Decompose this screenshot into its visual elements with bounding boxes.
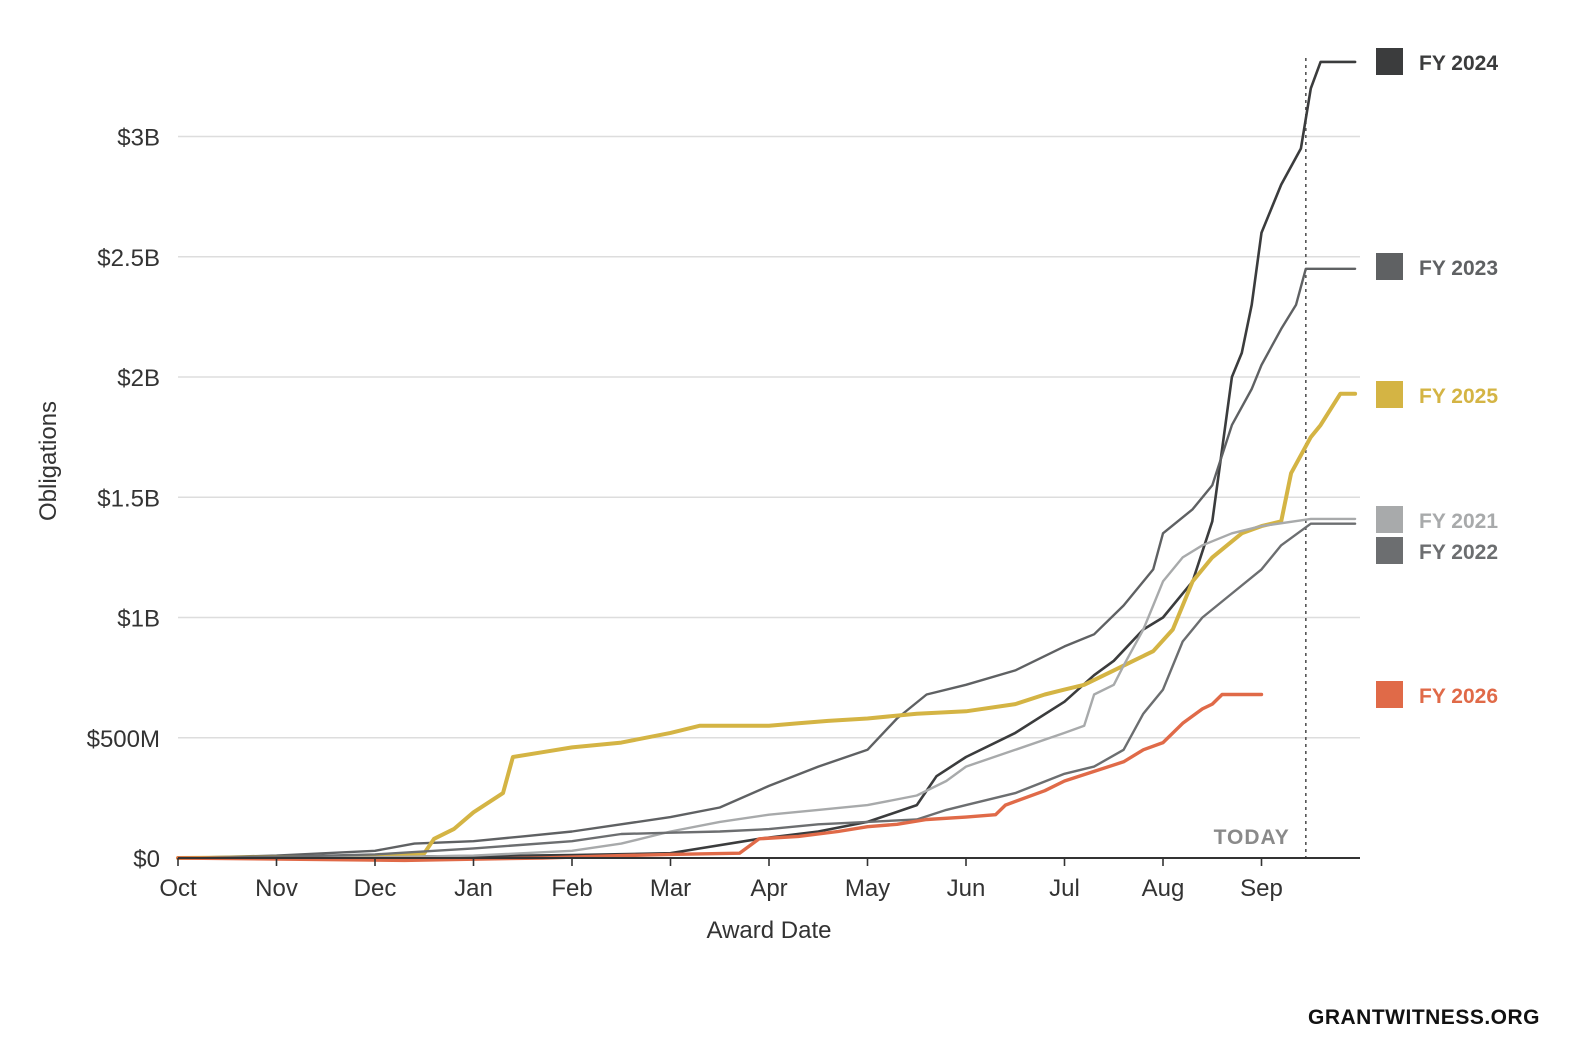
legend-swatch-fy-2023: [1376, 253, 1403, 280]
y-tick-label-2: $1B: [117, 606, 160, 633]
y-axis-title: Obligations: [35, 401, 62, 521]
x-tick-label-9: Jul: [1049, 875, 1080, 902]
footer-brand: GRANTWITNESS.ORG: [1308, 1006, 1540, 1029]
series-line-fy-2024: [176, 60, 1357, 860]
y-tick-label-5: $2.5B: [97, 245, 160, 272]
x-tick-label-8: Jun: [947, 875, 986, 902]
y-tick-labels: $0 $500M $1B $1.5B $2B $2.5B $3B: [87, 125, 160, 874]
series-line-fy-2025: [176, 391, 1358, 860]
x-tick-labels: Oct Nov Dec Jan Feb Mar Apr May Jun Jul Aug Sep: [159, 858, 1283, 902]
y-tick-label-6: $3B: [117, 125, 160, 152]
x-axis-title: Award Date: [707, 917, 832, 944]
x-tick-label-6: Apr: [750, 875, 787, 902]
y-tick-label-4: $2B: [117, 365, 160, 392]
legend-label-fy-2024: FY 2024: [1419, 52, 1498, 75]
today-label: TODAY: [1214, 826, 1290, 849]
legend-swatch-fy-2025: [1376, 381, 1403, 408]
legend-swatch-fy-2024: [1376, 48, 1403, 75]
series-line-fy-2026: [176, 692, 1264, 863]
legend-label-fy-2026: FY 2026: [1419, 685, 1498, 708]
legend-swatch-fy-2026: [1376, 681, 1403, 708]
series-line-fy-2022: [176, 522, 1357, 860]
x-tick-label-7: May: [845, 875, 890, 902]
series-line-fy-2023: [176, 267, 1357, 860]
today-marker: TODAY: [1214, 58, 1307, 858]
legend-label-fy-2022: FY 2022: [1419, 541, 1498, 564]
x-tick-label-3: Jan: [454, 875, 493, 902]
legend-label-fy-2021: FY 2021: [1419, 510, 1498, 533]
x-tick-label-11: Sep: [1240, 875, 1283, 902]
legend-label-fy-2025: FY 2025: [1419, 385, 1498, 408]
x-tick-label-2: Dec: [354, 875, 397, 902]
legend-label-fy-2023: FY 2023: [1419, 257, 1498, 280]
y-tick-label-3: $1.5B: [97, 485, 160, 512]
x-tick-label-10: Aug: [1142, 875, 1185, 902]
legend-swatch-fy-2022: [1376, 537, 1403, 564]
x-tick-label-4: Feb: [551, 875, 592, 902]
grid-lines: [178, 135, 1360, 739]
legend-swatch-fy-2021: [1376, 506, 1403, 533]
series-lines: [176, 60, 1358, 863]
x-tick-label-5: Mar: [650, 875, 691, 902]
y-tick-label-0: $0: [133, 846, 160, 873]
x-tick-label-1: Nov: [255, 875, 298, 902]
x-tick-label-0: Oct: [159, 875, 197, 902]
y-tick-label-1: $500M: [87, 726, 160, 753]
legend: FY 2024 FY 2023 FY 2025 FY 2021 FY 2022 FY 20…: [1376, 48, 1498, 708]
series-line-fy-2021: [176, 517, 1357, 860]
